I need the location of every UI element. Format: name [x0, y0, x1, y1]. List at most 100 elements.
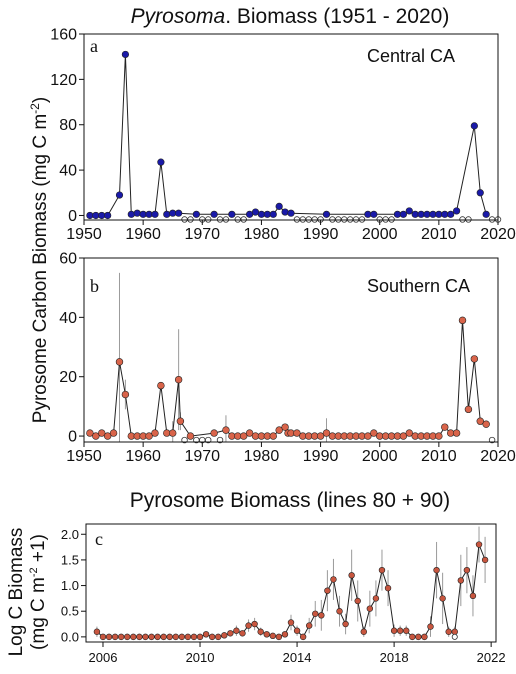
data-point — [384, 584, 392, 592]
data-point — [469, 592, 477, 600]
data-point — [463, 566, 471, 574]
data-point — [405, 429, 413, 437]
data-point — [439, 595, 446, 602]
data-point — [427, 623, 434, 630]
plot-frame — [83, 257, 499, 443]
zero-observation-point — [329, 216, 336, 223]
data-point — [151, 429, 159, 437]
data-point — [109, 429, 118, 437]
data-point — [281, 631, 289, 638]
data-point — [305, 622, 313, 629]
x-tick-label: 1950 — [66, 226, 102, 243]
data-point — [435, 210, 443, 218]
x-tick-label: 2000 — [362, 448, 398, 465]
data-point — [316, 432, 325, 440]
x-tick-label: 1970 — [184, 226, 220, 243]
x-tick-label: 2010 — [421, 448, 457, 465]
data-point — [186, 432, 195, 440]
data-point — [457, 577, 465, 584]
data-point — [475, 541, 483, 548]
x-tick-label: 2006 — [89, 650, 118, 665]
data-point — [293, 627, 301, 634]
data-point — [148, 633, 155, 641]
panel-c-lines-80-90: Pyrosome Biomass (lines 80 + 90) Log C B… — [6, 489, 506, 665]
data-point — [312, 610, 319, 617]
plot-frame — [83, 33, 499, 221]
data-point — [318, 612, 325, 619]
zero-observation-point — [382, 216, 389, 223]
figure-title: Pyrosoma. Biomass (1951 - 2020) — [131, 5, 450, 28]
data-point — [476, 189, 484, 197]
data-point — [257, 628, 264, 635]
data-point — [246, 210, 254, 218]
panel-a-letter: a — [90, 36, 98, 56]
data-point — [370, 429, 378, 437]
panel-c-title: Pyrosome Biomass (lines 80 + 90) — [130, 489, 450, 512]
x-tick-label: 1960 — [125, 226, 161, 243]
data-point — [470, 355, 479, 363]
x-tick-label: 1970 — [184, 448, 220, 465]
data-point — [93, 628, 101, 635]
data-point — [202, 631, 210, 638]
data-point — [239, 630, 246, 637]
panel-c-ylabel-line1: Log C Biomass — [6, 528, 27, 657]
data-point — [190, 633, 198, 641]
data-point — [210, 429, 218, 437]
data-point — [208, 633, 216, 641]
data-point — [399, 210, 407, 218]
data-point — [157, 158, 165, 166]
data-point — [299, 633, 307, 641]
zero-observation-point — [181, 216, 188, 223]
series-line — [89, 320, 487, 437]
data-point — [269, 210, 277, 218]
data-point — [263, 631, 270, 638]
y-tick-label: 20 — [59, 369, 77, 386]
zero-observation-point — [388, 216, 395, 223]
data-point — [452, 429, 461, 437]
x-tick-label: 1950 — [66, 448, 102, 465]
y-tick-label: 40 — [59, 163, 77, 180]
x-tick-label: 1990 — [303, 226, 339, 243]
zero-observation-point — [204, 216, 212, 223]
y-tick-label: 60 — [59, 251, 77, 268]
data-point — [163, 210, 171, 218]
y-tick-label: 1.5 — [61, 552, 79, 567]
data-point — [366, 605, 374, 612]
data-point — [415, 633, 422, 641]
data-point — [269, 432, 277, 440]
zero-observation-point — [293, 216, 301, 223]
data-point — [409, 633, 416, 641]
data-point — [481, 556, 489, 564]
data-point — [435, 432, 443, 440]
data-point — [287, 209, 295, 217]
data-point — [399, 432, 408, 440]
data-point — [221, 632, 228, 639]
data-point — [441, 210, 449, 218]
data-point — [136, 633, 143, 641]
x-tick-label: 2020 — [480, 448, 516, 465]
shared-y-axis-label: Pyrosome Carbon Biomass (mg C m-2) — [28, 97, 51, 423]
data-point — [115, 191, 124, 199]
data-point — [441, 423, 449, 431]
zero-observation-point — [305, 216, 312, 223]
panel-b-letter: b — [90, 276, 99, 296]
zero-observation-point — [465, 216, 472, 223]
data-point — [145, 210, 153, 218]
data-point — [364, 210, 372, 218]
data-point — [396, 627, 404, 634]
data-point — [228, 210, 236, 218]
zero-observation-point — [451, 633, 458, 640]
x-tick-label: 2022 — [477, 650, 506, 665]
data-point — [160, 633, 167, 641]
data-point — [464, 405, 473, 414]
zero-observation-point — [299, 216, 307, 223]
data-point — [169, 209, 177, 217]
panel-b-southern-ca: 1950 1960 1970 1980 1990 2000 2010 20200204060 … — [59, 251, 516, 466]
data-point — [139, 210, 147, 218]
panel-a-central-ca: 1950 1960 1970 1980 1990 2000 2010 2020 0 40 80 120… — [50, 27, 516, 244]
data-point — [281, 423, 289, 431]
data-point — [130, 633, 137, 641]
data-point — [476, 417, 484, 425]
zero-observation-point — [335, 216, 342, 223]
zero-observation-point — [358, 216, 366, 223]
